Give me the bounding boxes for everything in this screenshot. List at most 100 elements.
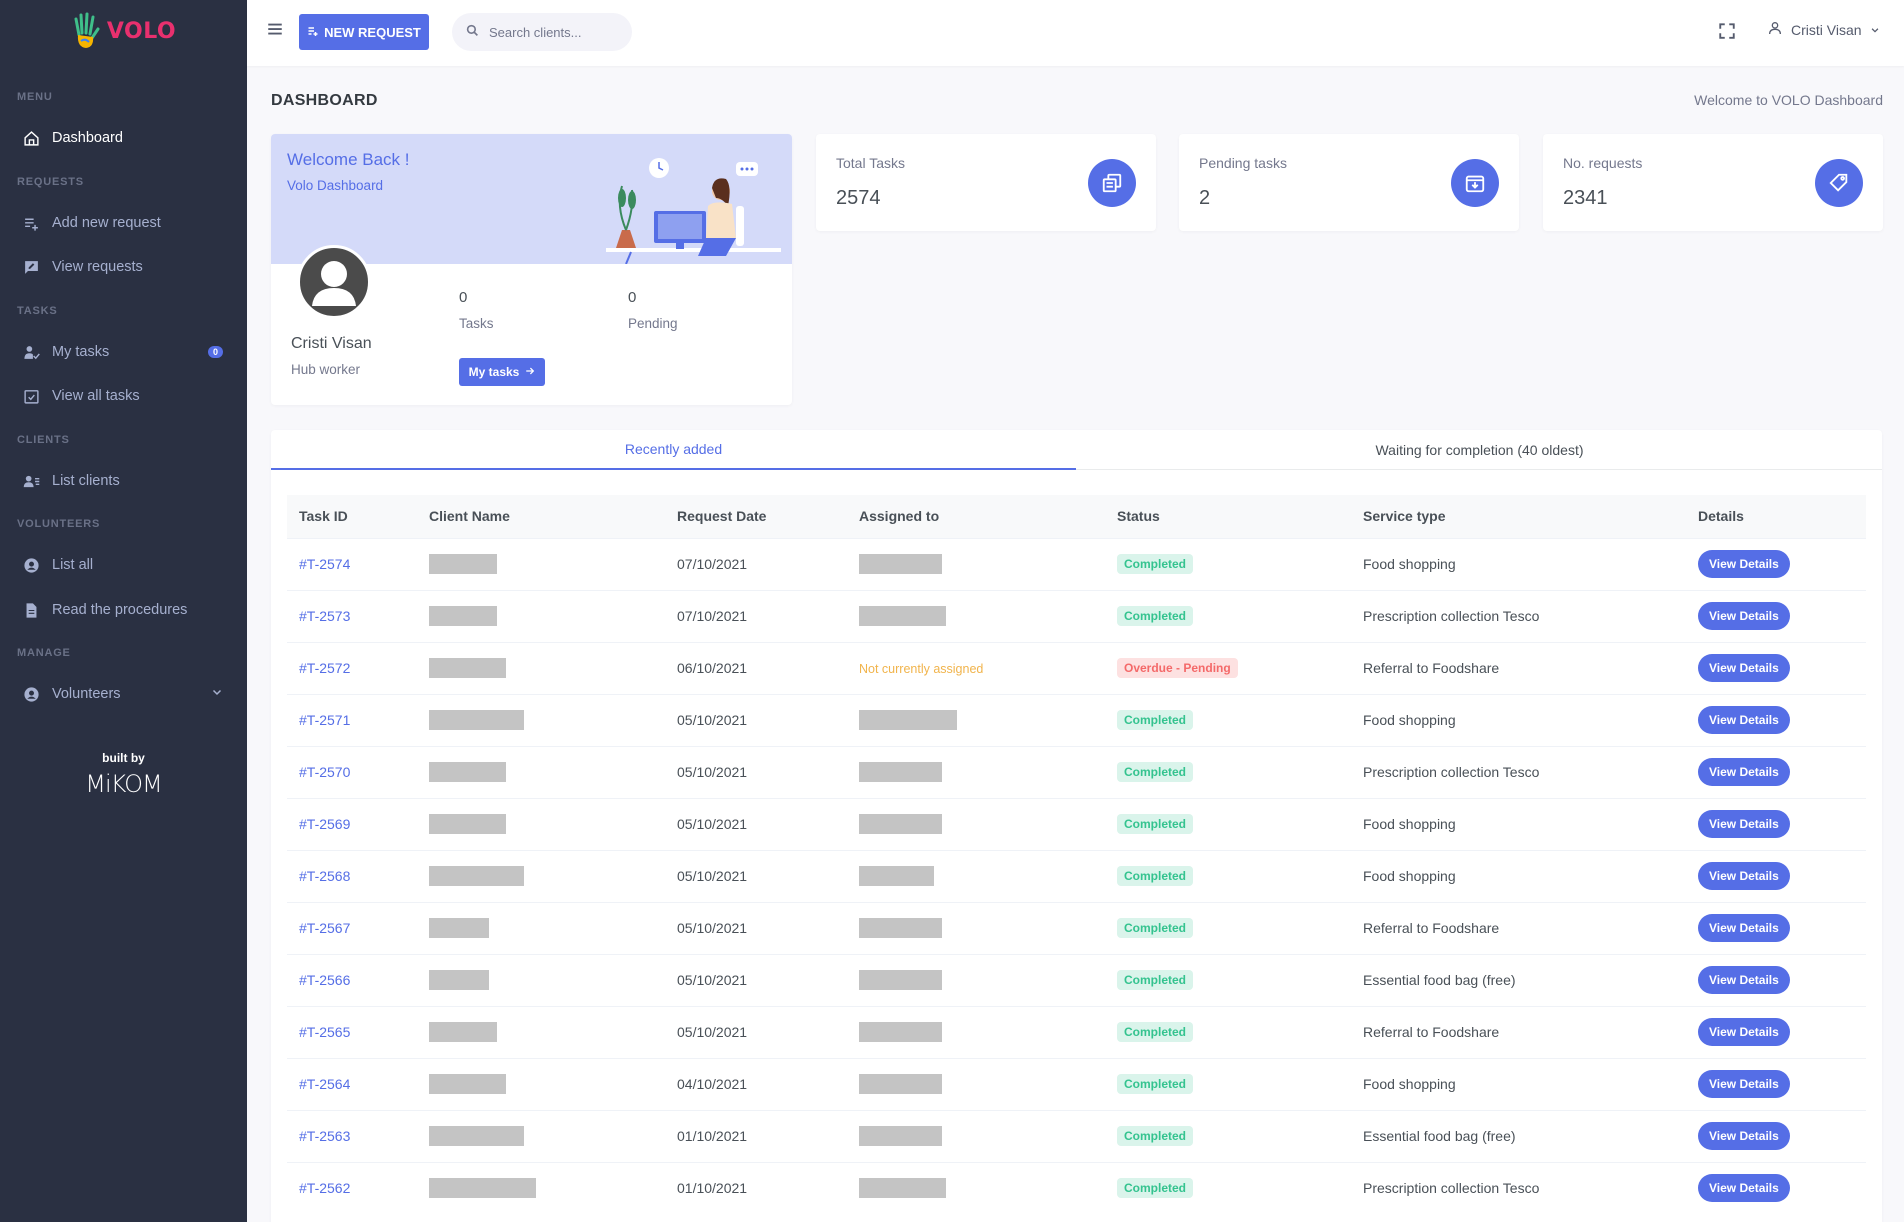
search-input[interactable]	[489, 24, 619, 40]
assigned-to-cell	[847, 798, 1105, 850]
service-type-cell: Referral to Foodshare	[1363, 920, 1500, 936]
request-date-cell: 05/10/2021	[677, 1024, 748, 1040]
status-badge: Completed	[1117, 918, 1194, 938]
my-tasks-button[interactable]: My tasks	[459, 358, 545, 386]
section-clients: CLIENTS	[17, 434, 70, 446]
view-details-button[interactable]: View Details	[1698, 706, 1790, 734]
client-name-cell	[417, 538, 665, 590]
assigned-to-redacted	[859, 918, 942, 938]
menu-toggle-icon[interactable]	[266, 20, 284, 38]
tasks-count: 0	[459, 289, 468, 306]
fullscreen-icon[interactable]	[1718, 22, 1736, 40]
status-cell: Completed	[1105, 1162, 1351, 1214]
assigned-to-redacted	[859, 606, 946, 626]
service-type-cell: Essential food bag (free)	[1363, 1128, 1516, 1144]
view-details-button[interactable]: View Details	[1698, 654, 1790, 682]
service-type-cell: Referral to Foodshare	[1363, 660, 1500, 676]
client-name-cell	[417, 1058, 665, 1110]
status-cell: Completed	[1105, 590, 1351, 642]
request-date-cell: 07/10/2021	[677, 556, 748, 572]
sidebar-item-label: List all	[52, 557, 94, 573]
sidebar-item-volunteers[interactable]: Volunteers	[0, 674, 247, 714]
client-name-redacted	[429, 970, 489, 990]
client-name-cell	[417, 1006, 665, 1058]
status-cell: Overdue - Pending	[1105, 642, 1351, 694]
task-id-link[interactable]: #T-2563	[299, 1128, 351, 1144]
sidebar-item-add-request[interactable]: Add new request	[0, 203, 247, 243]
tab-recently-added[interactable]: Recently added	[271, 430, 1076, 470]
view-details-button[interactable]: View Details	[1698, 758, 1790, 786]
user-circle-icon	[22, 556, 40, 574]
client-name-cell	[417, 746, 665, 798]
assigned-to-redacted	[859, 762, 942, 782]
app-logo[interactable]: VOLO	[0, 0, 247, 62]
message-edit-icon	[22, 258, 40, 276]
request-date-cell: 01/10/2021	[677, 1180, 748, 1197]
sidebar-item-my-tasks[interactable]: My tasks 0	[0, 332, 247, 372]
sidebar-item-read-procedures[interactable]: Read the procedures	[0, 590, 247, 630]
sidebar-item-list-all[interactable]: List all	[0, 545, 247, 585]
user-list-icon	[22, 472, 40, 490]
built-by-label: built by	[102, 751, 145, 765]
status-cell: Completed	[1105, 1110, 1351, 1162]
assigned-to-cell	[847, 1110, 1105, 1162]
service-type-cell: Prescription collection Tesco	[1363, 608, 1540, 624]
calendar-check-icon	[22, 387, 40, 405]
assigned-to-redacted	[859, 1022, 942, 1042]
view-details-button[interactable]: View Details	[1698, 1122, 1790, 1150]
view-details-button[interactable]: View Details	[1698, 862, 1790, 890]
new-request-button[interactable]: NEW REQUEST	[299, 14, 429, 50]
welcome-subheading: Volo Dashboard	[287, 178, 384, 193]
breadcrumb: Welcome to VOLO Dashboard	[1694, 92, 1883, 108]
view-details-button[interactable]: View Details	[1698, 914, 1790, 942]
client-name-cell	[417, 1162, 665, 1214]
task-id-link[interactable]: #T-2573	[299, 608, 351, 624]
sidebar-item-dashboard[interactable]: Dashboard	[0, 118, 247, 158]
view-details-button[interactable]: View Details	[1698, 1070, 1790, 1098]
service-type-cell: Food shopping	[1363, 868, 1456, 884]
status-cell: Completed	[1105, 850, 1351, 902]
builder-logo[interactable]: MiKOM	[85, 770, 162, 798]
sidebar-item-view-requests[interactable]: View requests	[0, 247, 247, 287]
task-id-link[interactable]: #T-2570	[299, 764, 351, 780]
sidebar-item-view-all-tasks[interactable]: View all tasks	[0, 376, 247, 416]
view-details-button[interactable]: View Details	[1698, 1018, 1790, 1046]
task-id-link[interactable]: #T-2567	[299, 920, 351, 936]
task-id-link[interactable]: #T-2571	[299, 712, 351, 728]
client-name-redacted	[429, 918, 489, 938]
sidebar-item-label: Dashboard	[52, 130, 123, 146]
sidebar-item-label: My tasks	[52, 344, 110, 360]
search-box[interactable]	[452, 13, 632, 51]
status-cell: Completed	[1105, 902, 1351, 954]
view-details-button[interactable]: View Details	[1698, 602, 1790, 630]
view-details-button[interactable]: View Details	[1698, 550, 1790, 578]
task-id-link[interactable]: #T-2565	[299, 1024, 351, 1040]
user-icon	[1767, 20, 1783, 39]
task-id-link[interactable]: #T-2568	[299, 868, 351, 884]
stat-card-pending-tasks: Pending tasks 2	[1179, 134, 1519, 231]
status-badge: Completed	[1117, 1022, 1194, 1042]
tab-waiting-completion[interactable]: Waiting for completion (40 oldest)	[1375, 442, 1584, 458]
status-badge: Completed	[1117, 710, 1194, 730]
task-id-link[interactable]: #T-2574	[299, 556, 351, 572]
service-type-cell: Food shopping	[1363, 712, 1456, 728]
task-id-link[interactable]: #T-2569	[299, 816, 351, 832]
column-header: Details	[1698, 508, 1744, 525]
request-date-cell: 05/10/2021	[677, 764, 748, 780]
task-id-link[interactable]: #T-2562	[299, 1180, 351, 1197]
status-badge: Completed	[1117, 814, 1194, 834]
task-id-cell: #T-2565	[287, 1006, 417, 1058]
view-details-button[interactable]: View Details	[1698, 810, 1790, 838]
task-id-link[interactable]: #T-2572	[299, 660, 351, 676]
client-name-redacted	[429, 1022, 497, 1042]
user-menu[interactable]: Cristi Visan	[1767, 20, 1880, 39]
sidebar-item-list-clients[interactable]: List clients	[0, 461, 247, 501]
view-details-button[interactable]: View Details	[1698, 966, 1790, 994]
sidebar-item-label: Volunteers	[52, 686, 121, 702]
task-id-link[interactable]: #T-2564	[299, 1076, 351, 1092]
assigned-to-redacted	[859, 554, 942, 574]
column-header: Client Name	[429, 508, 510, 525]
my-tasks-count-badge: 0	[207, 346, 223, 358]
task-id-link[interactable]: #T-2566	[299, 972, 351, 988]
view-details-button[interactable]: View Details	[1698, 1174, 1790, 1203]
